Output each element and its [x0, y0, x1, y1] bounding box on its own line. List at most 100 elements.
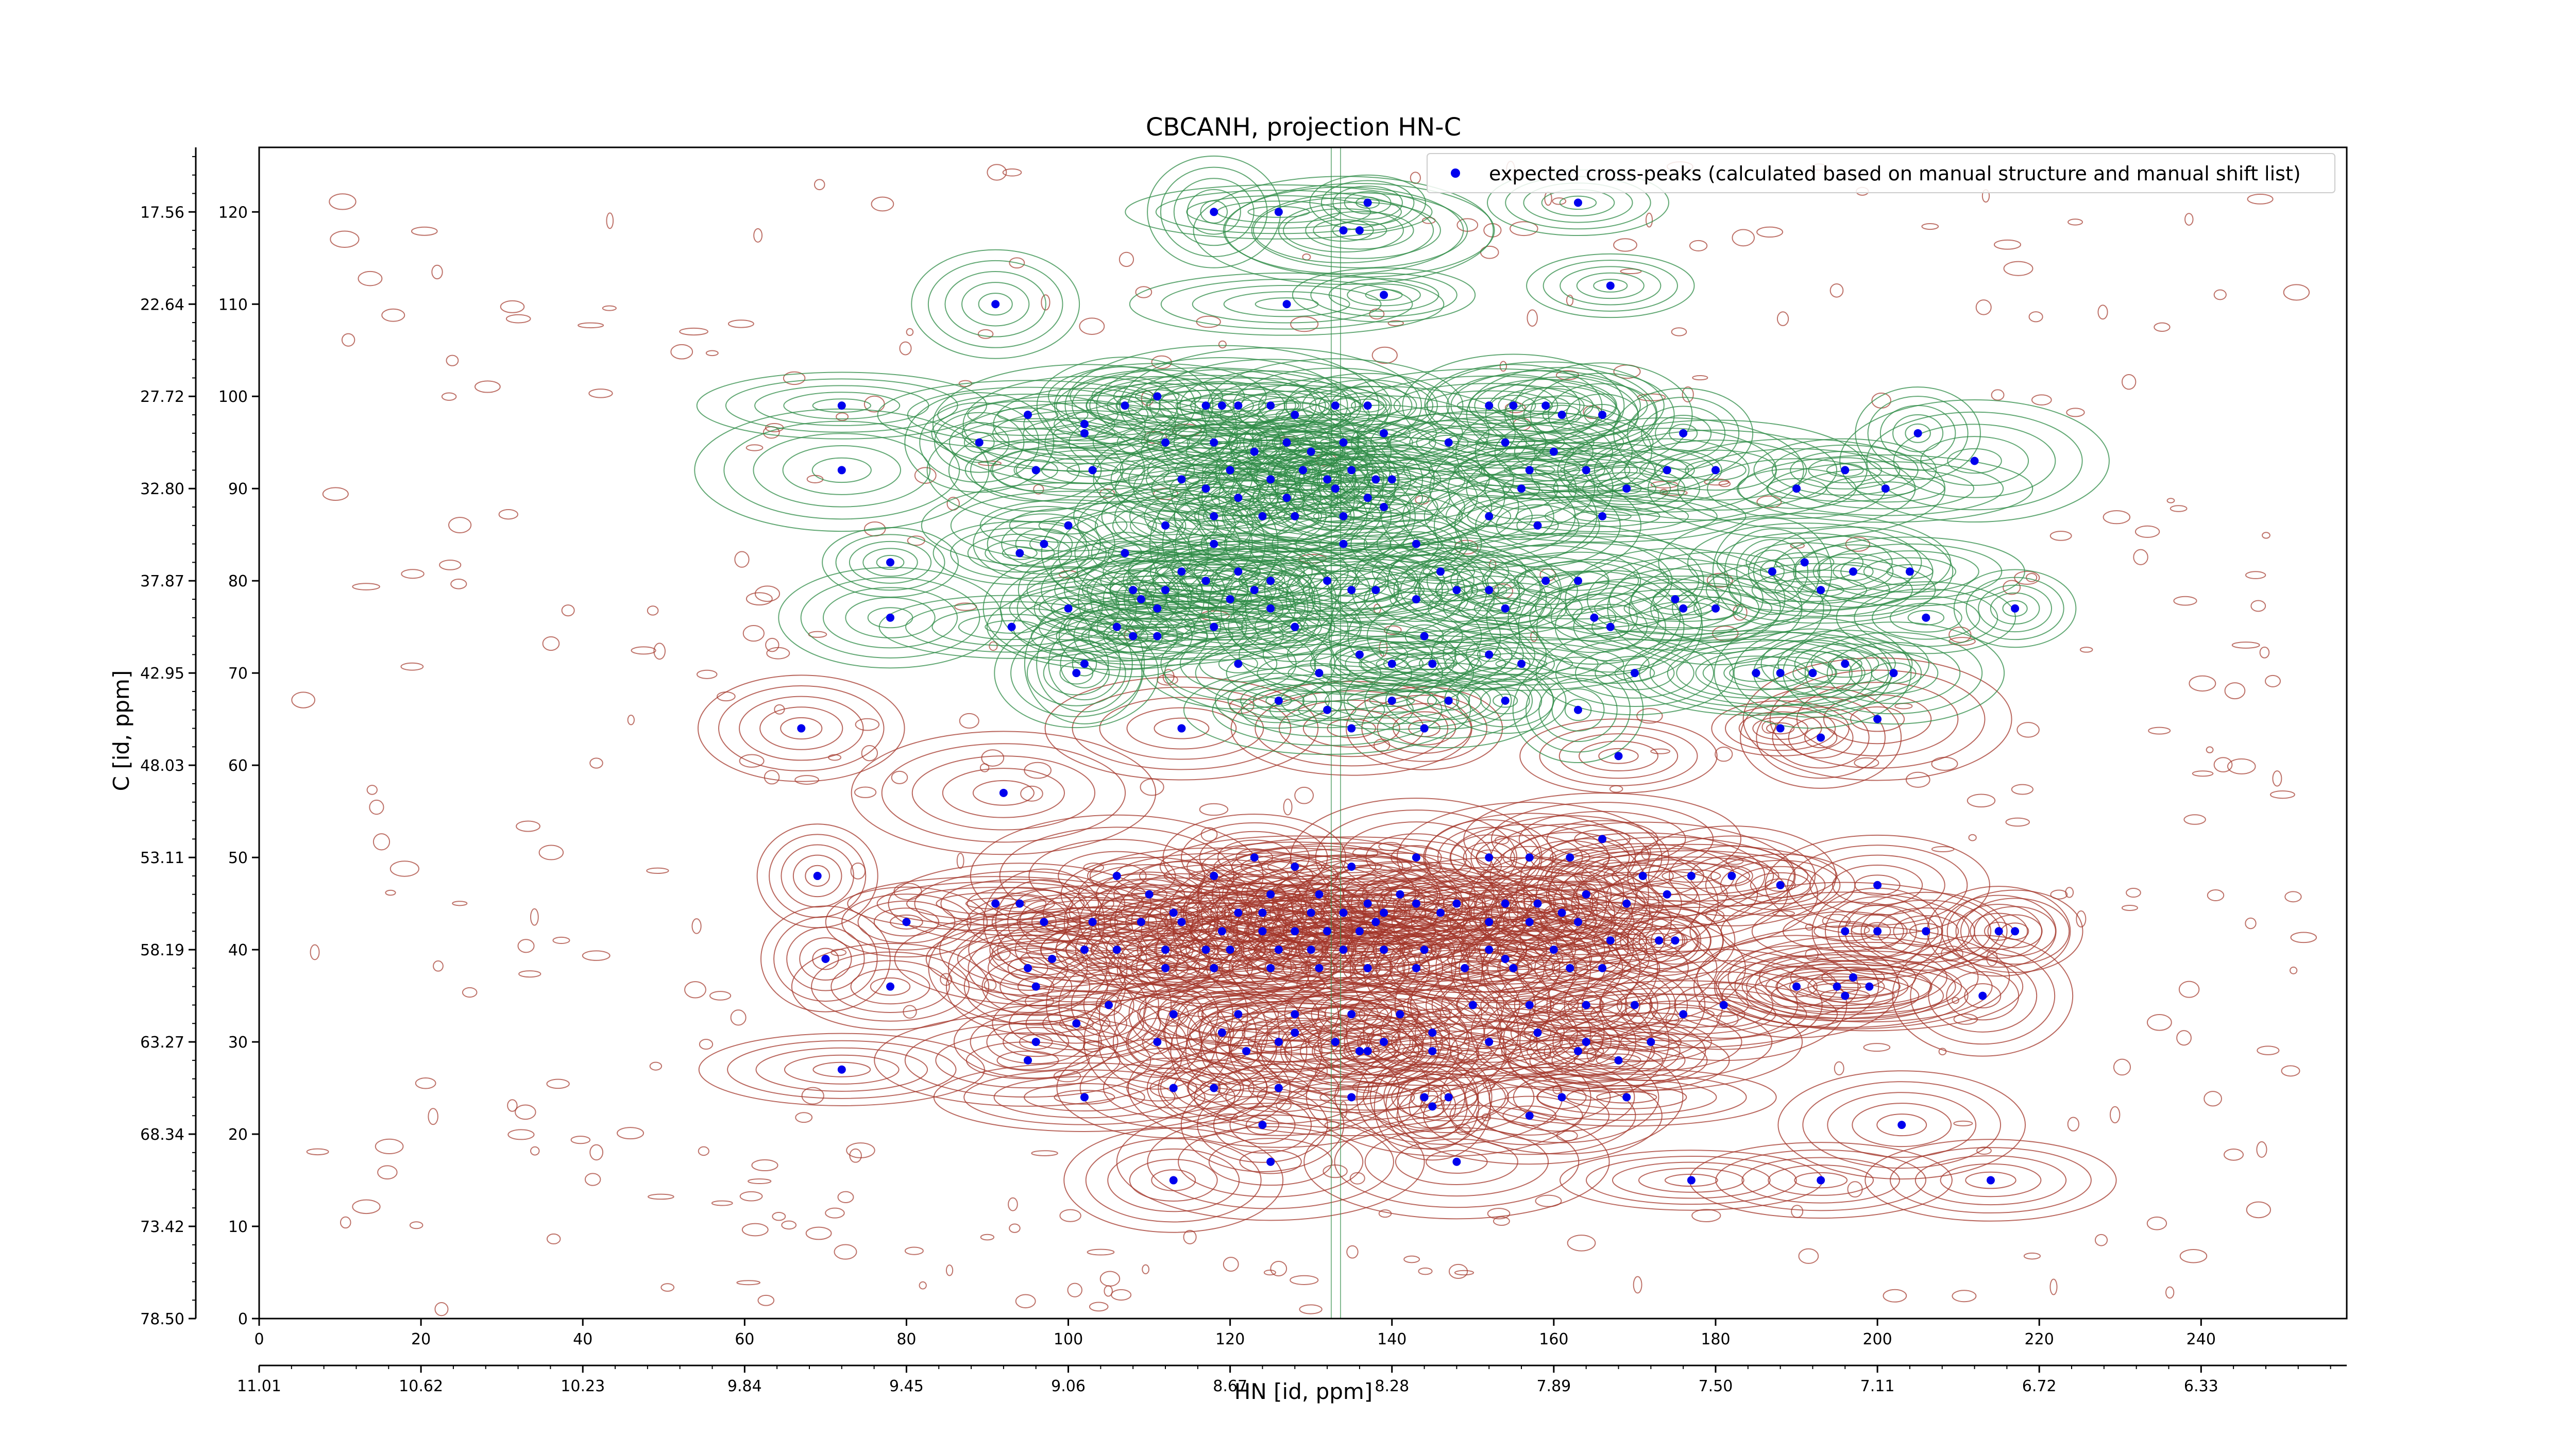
contour-ring	[1255, 690, 1449, 767]
contour-ring	[1445, 495, 1533, 537]
cross-peak-marker	[1299, 466, 1307, 475]
noise-contour	[2154, 322, 2171, 332]
contour-ring	[1674, 982, 1774, 1028]
noise-contour	[1805, 923, 1814, 931]
y-tick-label: 80	[228, 572, 248, 590]
cross-peak-marker	[1598, 835, 1607, 843]
contour-ring	[1627, 397, 1740, 470]
noise-contour	[452, 901, 468, 906]
contour-ring	[1144, 480, 1381, 553]
noise-contour	[846, 1142, 875, 1158]
contour-ring	[1363, 1061, 1535, 1134]
cross-peak-marker	[1606, 622, 1615, 631]
noise-contour	[977, 329, 994, 339]
cross-peak-marker	[1169, 1176, 1178, 1185]
cross-peak-marker	[1557, 411, 1566, 419]
noise-contour	[716, 691, 736, 702]
noise-contour	[1834, 1061, 1844, 1076]
cross-peak-marker	[1347, 1093, 1356, 1102]
cross-peak-marker	[1380, 946, 1388, 954]
cross-peak-marker	[1873, 881, 1882, 889]
cross-peak-marker	[1452, 586, 1461, 595]
contour-ring	[1812, 553, 1894, 590]
contour-ring	[1278, 201, 1441, 259]
y-axis-label: C [id, ppm]	[109, 670, 134, 791]
contour-ring	[1974, 906, 2056, 957]
cross-peak-marker	[1315, 964, 1324, 972]
noise-contour	[1689, 240, 1708, 251]
cross-peak-marker	[1541, 577, 1550, 585]
cross-peak-marker	[1072, 1019, 1081, 1028]
contour-ring	[1560, 1012, 1742, 1072]
noise-contour	[1024, 762, 1052, 779]
contour-ring	[1866, 411, 2083, 511]
cross-peak-marker	[1817, 1176, 1825, 1185]
contour-ring	[1083, 983, 1134, 1027]
noise-contour	[2028, 311, 2043, 323]
contour-ring	[1424, 364, 1603, 447]
contour-ring	[1072, 686, 1292, 770]
contour-ring	[1502, 983, 1670, 1101]
contour-ring	[1146, 388, 1330, 423]
cross-peak-marker	[1145, 890, 1154, 899]
cross-peak-marker	[1129, 632, 1138, 640]
noise-contour	[989, 641, 998, 651]
cross-peak-marker	[902, 918, 911, 926]
noise-contour	[2259, 646, 2270, 659]
contour-ring	[1343, 653, 1554, 749]
contour-ring	[1534, 942, 1573, 957]
cross-peak-marker	[1040, 918, 1048, 926]
contour-ring	[825, 886, 988, 958]
noise-contour	[1691, 1209, 1721, 1222]
cross-peak-marker	[1525, 918, 1534, 926]
contour-ring	[1443, 627, 1536, 683]
cross-peak-marker	[821, 954, 830, 963]
cross-peak-marker	[1331, 401, 1340, 410]
contour-ring	[996, 1051, 1059, 1070]
cross-peak-marker	[1468, 1001, 1477, 1009]
noise-contour	[1692, 375, 1708, 381]
contour-ring	[1247, 206, 1310, 218]
contour-ring	[1364, 662, 1533, 739]
contour-ring	[811, 457, 872, 483]
contour-ring	[994, 618, 1159, 729]
contour-ring	[1565, 548, 1786, 651]
noise-contour	[2257, 1045, 2280, 1055]
cross-peak-marker	[1428, 660, 1437, 668]
noise-contour	[1586, 1047, 1597, 1062]
cross-peak-marker	[1015, 899, 1024, 908]
noise-contour	[2113, 1058, 2131, 1076]
cross-peak-marker	[1080, 660, 1089, 668]
noise-contour	[2165, 1286, 2175, 1299]
contour-ring	[1302, 476, 1465, 538]
contour-ring	[1632, 863, 1750, 889]
contour-ring	[1252, 475, 1321, 520]
x-tick-label: 140	[1377, 1330, 1406, 1348]
cross-peak-marker	[1573, 1047, 1582, 1055]
y-tick-label: 90	[228, 480, 248, 498]
cross-peak-marker	[1323, 475, 1332, 484]
contour-ring	[1555, 639, 1715, 707]
legend-label: expected cross-peaks (calculated based o…	[1489, 162, 2301, 185]
contour-ring	[698, 1033, 985, 1106]
y-tick-label: 60	[228, 757, 248, 775]
cross-peak-marker	[1266, 1157, 1275, 1166]
cross-peak-marker	[1064, 604, 1073, 613]
contour-ring	[1385, 672, 1512, 730]
y-tick-label: 70	[228, 665, 248, 683]
cross-peak-marker	[1485, 946, 1494, 954]
cross-peak-marker	[1015, 549, 1024, 558]
contour-ring	[1860, 899, 1992, 963]
noise-contour	[653, 643, 666, 660]
noise-contour	[2207, 889, 2225, 902]
noise-contour	[2049, 1278, 2058, 1295]
contour-ring	[1023, 417, 1146, 449]
noise-contour	[1791, 1205, 1804, 1218]
contour-ring	[1231, 951, 1310, 985]
contour-ring	[1313, 219, 1374, 242]
noise-contour	[1218, 340, 1227, 349]
noise-contour	[1324, 1121, 1340, 1129]
contour-ring	[1179, 636, 1297, 691]
y-ppm-tick-label: 78.50	[140, 1310, 184, 1328]
